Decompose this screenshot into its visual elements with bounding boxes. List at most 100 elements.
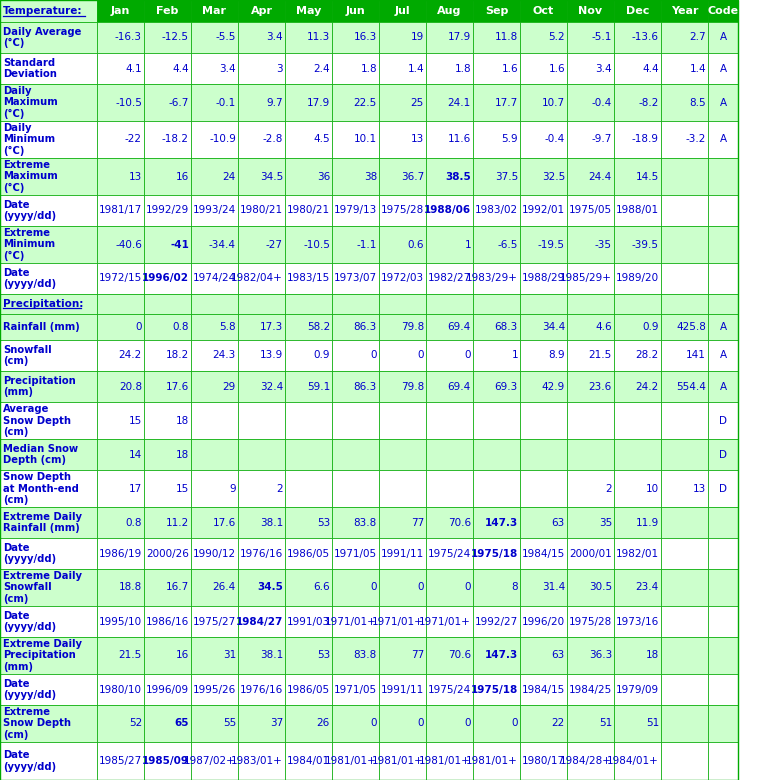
- Bar: [144, 314, 191, 340]
- Text: -13.6: -13.6: [632, 33, 659, 42]
- Bar: [520, 371, 567, 402]
- Text: Code: Code: [707, 6, 738, 16]
- Bar: [97, 314, 144, 340]
- Bar: [426, 314, 473, 340]
- Text: 1991/11: 1991/11: [380, 548, 424, 558]
- Bar: [661, 637, 708, 674]
- Bar: [285, 314, 332, 340]
- Bar: [567, 470, 614, 507]
- Bar: [332, 22, 379, 53]
- Text: 1971/01+: 1971/01+: [419, 616, 471, 626]
- Text: Extreme
Maximum
(°C): Extreme Maximum (°C): [3, 160, 58, 193]
- Text: 1986/19: 1986/19: [99, 548, 142, 558]
- Bar: [567, 371, 614, 402]
- Text: 0: 0: [418, 350, 424, 360]
- Text: 1.8: 1.8: [360, 63, 377, 73]
- Bar: [661, 569, 708, 606]
- Text: 31: 31: [223, 651, 236, 661]
- Text: 1985/29+: 1985/29+: [560, 274, 612, 283]
- Text: 59.1: 59.1: [307, 381, 330, 392]
- Bar: [567, 606, 614, 637]
- Text: Precipitation
(mm): Precipitation (mm): [3, 376, 75, 397]
- Text: 53: 53: [317, 517, 330, 527]
- Text: 32.4: 32.4: [260, 381, 283, 392]
- Bar: [332, 637, 379, 674]
- Text: 4.4: 4.4: [643, 63, 659, 73]
- Bar: [285, 538, 332, 569]
- Bar: [285, 340, 332, 371]
- Bar: [708, 340, 738, 371]
- Text: Extreme Daily
Precipitation
(mm): Extreme Daily Precipitation (mm): [3, 639, 82, 672]
- Bar: [285, 294, 332, 314]
- Bar: [0, 606, 97, 637]
- Bar: [426, 569, 473, 606]
- Bar: [567, 507, 614, 538]
- Text: 17.6: 17.6: [166, 381, 189, 392]
- Bar: [426, 674, 473, 705]
- Text: Median Snow
Depth (cm): Median Snow Depth (cm): [3, 444, 78, 466]
- Bar: [520, 294, 567, 314]
- Bar: [191, 538, 238, 569]
- Text: 34.5: 34.5: [257, 583, 283, 593]
- Bar: [520, 226, 567, 263]
- Text: 6.6: 6.6: [314, 583, 330, 593]
- Bar: [473, 705, 520, 742]
- Bar: [473, 637, 520, 674]
- Bar: [285, 742, 332, 780]
- Bar: [144, 340, 191, 371]
- Text: 63: 63: [552, 651, 565, 661]
- Text: 1996/09: 1996/09: [145, 685, 189, 694]
- Bar: [144, 507, 191, 538]
- Bar: [426, 470, 473, 507]
- Bar: [614, 439, 661, 470]
- Text: 0: 0: [464, 350, 471, 360]
- Text: 0.6: 0.6: [408, 239, 424, 250]
- Bar: [97, 0, 144, 22]
- Text: 24.3: 24.3: [212, 350, 236, 360]
- Bar: [144, 84, 191, 121]
- Bar: [520, 340, 567, 371]
- Text: 1975/24: 1975/24: [428, 548, 471, 558]
- Bar: [614, 84, 661, 121]
- Text: Dec: Dec: [626, 6, 649, 16]
- Bar: [614, 569, 661, 606]
- Bar: [191, 84, 238, 121]
- Bar: [191, 371, 238, 402]
- Bar: [426, 294, 473, 314]
- Bar: [97, 53, 144, 84]
- Bar: [332, 294, 379, 314]
- Bar: [285, 22, 332, 53]
- Bar: [708, 84, 738, 121]
- Text: Standard
Deviation: Standard Deviation: [3, 58, 57, 80]
- Bar: [426, 507, 473, 538]
- Bar: [332, 371, 379, 402]
- Bar: [614, 371, 661, 402]
- Text: 18: 18: [176, 449, 189, 459]
- Bar: [614, 158, 661, 195]
- Bar: [567, 158, 614, 195]
- Text: -1.1: -1.1: [356, 239, 377, 250]
- Text: D: D: [719, 484, 727, 494]
- Bar: [661, 294, 708, 314]
- Text: 24.2: 24.2: [119, 350, 142, 360]
- Text: 1984/25: 1984/25: [569, 685, 612, 694]
- Text: 38.1: 38.1: [260, 651, 283, 661]
- Text: 1976/16: 1976/16: [240, 685, 283, 694]
- Text: -40.6: -40.6: [115, 239, 142, 250]
- Text: 8.5: 8.5: [689, 98, 706, 108]
- Bar: [191, 226, 238, 263]
- Text: 1975/28: 1975/28: [569, 616, 612, 626]
- Text: 1971/05: 1971/05: [334, 685, 377, 694]
- Bar: [0, 705, 97, 742]
- Text: 17.9: 17.9: [448, 33, 471, 42]
- Text: -0.4: -0.4: [592, 98, 612, 108]
- Bar: [614, 606, 661, 637]
- Bar: [614, 402, 661, 439]
- Bar: [520, 314, 567, 340]
- Bar: [426, 53, 473, 84]
- Bar: [144, 606, 191, 637]
- Text: 1980/21: 1980/21: [240, 205, 283, 215]
- Text: 1980/17: 1980/17: [522, 756, 565, 766]
- Text: 1984/01: 1984/01: [287, 756, 330, 766]
- Text: -35: -35: [595, 239, 612, 250]
